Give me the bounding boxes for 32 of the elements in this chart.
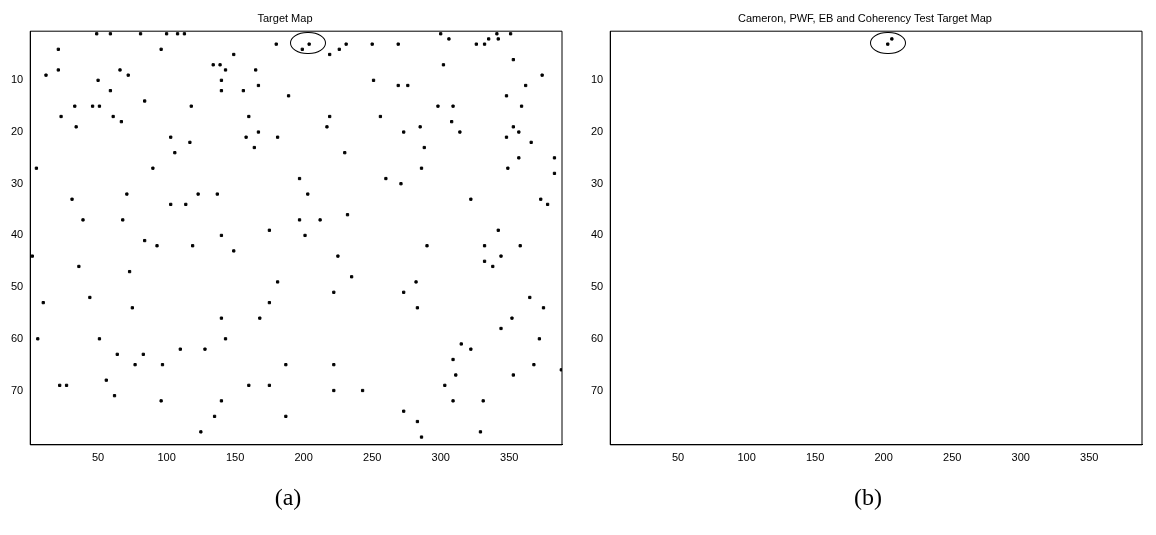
y-tick-label: 10 bbox=[590, 73, 604, 86]
y-tick-label: 50 bbox=[10, 280, 24, 293]
y-tick-label: 70 bbox=[590, 383, 604, 396]
x-tick-label: 300 bbox=[431, 451, 450, 464]
y-tick-label: 40 bbox=[10, 228, 24, 241]
x-tick-label: 50 bbox=[91, 451, 105, 464]
x-tick-label: 300 bbox=[1011, 451, 1030, 464]
x-tick-label: 200 bbox=[874, 451, 893, 464]
text: (b) bbox=[853, 484, 883, 511]
x-tick-label: 250 bbox=[363, 451, 382, 464]
x-tick-label: 350 bbox=[1080, 451, 1099, 464]
text: (a) bbox=[273, 484, 303, 511]
x-tick-label: 100 bbox=[737, 451, 756, 464]
x-tick-label: 350 bbox=[500, 451, 519, 464]
x-tick-label: 150 bbox=[805, 451, 825, 464]
y-tick-label: 60 bbox=[590, 331, 604, 344]
chart-title: Target Map bbox=[257, 11, 313, 24]
x-tick-label: 50 bbox=[671, 451, 685, 464]
y-tick-label: 40 bbox=[590, 228, 604, 241]
x-tick-label: 200 bbox=[294, 451, 313, 464]
x-tick-label: 250 bbox=[943, 451, 962, 464]
y-tick-label: 30 bbox=[590, 176, 604, 189]
x-tick-label: 100 bbox=[157, 451, 176, 464]
y-tick-label: 10 bbox=[10, 73, 24, 86]
y-tick-label: 20 bbox=[10, 125, 24, 138]
y-tick-label: 50 bbox=[590, 280, 604, 293]
y-tick-label: 60 bbox=[10, 331, 24, 344]
y-tick-label: 70 bbox=[10, 383, 24, 396]
y-tick-label: 20 bbox=[590, 125, 604, 138]
y-tick-label: 30 bbox=[10, 176, 24, 189]
chart-title: Cameron, PWF, EB and Coherency Test Target Map bbox=[738, 11, 992, 24]
x-tick-label: 150 bbox=[225, 451, 245, 464]
